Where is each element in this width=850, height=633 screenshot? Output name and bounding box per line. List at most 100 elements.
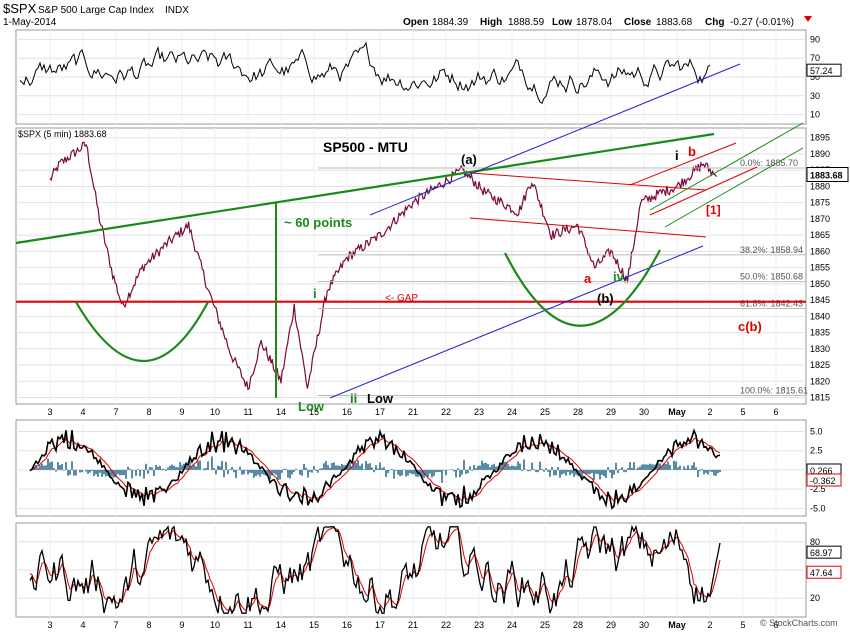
price-tick-label: 1835 bbox=[810, 328, 830, 338]
green-channel-top-line bbox=[649, 122, 804, 211]
x-tick-label: 25 bbox=[540, 620, 550, 630]
stoch-tick-label: 20 bbox=[810, 593, 820, 603]
price-tick-label: 1895 bbox=[810, 133, 830, 143]
x-tick-label: 23 bbox=[474, 620, 484, 630]
x-tick-label: 5 bbox=[740, 620, 745, 630]
fib-level-label: 0.0%: 1885.70 bbox=[740, 158, 798, 168]
fib-level-label: 38.2%: 1858.94 bbox=[740, 245, 803, 255]
x-tick-label: 15 bbox=[309, 407, 319, 417]
fib-level-label: 61.8%: 1842.43 bbox=[740, 298, 803, 308]
annotation-wave-b: (b) bbox=[597, 291, 614, 306]
macd-tick-label: -5.0 bbox=[810, 503, 826, 513]
low-label: Low bbox=[552, 17, 572, 28]
chart-exchange: INDX bbox=[165, 5, 189, 16]
x-tick-label: 24 bbox=[507, 407, 517, 417]
green-channel-bottom-line bbox=[664, 147, 804, 228]
rsi-panel: 10 30 50 70 90 57.24 bbox=[15, 29, 842, 125]
price-tick-label: 1830 bbox=[810, 344, 830, 354]
price-tick-label: 1860 bbox=[810, 246, 830, 256]
annotation-low-black: Low bbox=[367, 391, 394, 406]
price-tick-label: 1875 bbox=[810, 198, 830, 208]
x-tick-label: 24 bbox=[507, 620, 517, 630]
rsi-tick-label: 90 bbox=[810, 34, 820, 44]
x-tick-label: 17 bbox=[375, 407, 385, 417]
open-label: Open bbox=[403, 17, 429, 28]
x-tick-label: 29 bbox=[606, 620, 616, 630]
annotation-wave-i-high: i bbox=[675, 148, 679, 163]
macd-tick-label: 5.0 bbox=[810, 427, 823, 437]
x-tick-label: 10 bbox=[210, 407, 220, 417]
open-value: 1884.39 bbox=[432, 17, 469, 28]
x-tick-label: 30 bbox=[639, 407, 649, 417]
chart-name: S&P 500 Large Cap Index bbox=[38, 5, 154, 16]
fib-level-label: 50.0%: 1850.68 bbox=[740, 272, 803, 282]
x-tick-label: 7 bbox=[113, 620, 118, 630]
rsi-tick-label: 50 bbox=[810, 72, 820, 82]
price-tick-label: 1865 bbox=[810, 230, 830, 240]
price-last-value: 1883.68 bbox=[810, 170, 843, 180]
x-tick-label: 8 bbox=[146, 407, 151, 417]
price-tick-label: 1880 bbox=[810, 181, 830, 191]
x-tick-label: 15 bbox=[309, 620, 319, 630]
price-tick-label: 1840 bbox=[810, 311, 830, 321]
x-tick-label: 10 bbox=[210, 620, 220, 630]
price-tick-label: 1850 bbox=[810, 279, 830, 289]
x-tick-label: 7 bbox=[113, 407, 118, 417]
green-resistance-line bbox=[15, 132, 715, 245]
macd-tick-label: 2.5 bbox=[810, 446, 823, 456]
red-wedge-bottom-line bbox=[649, 166, 758, 216]
x-tick-label: 4 bbox=[80, 620, 85, 630]
chart-date: 1-May-2014 bbox=[3, 17, 57, 28]
x-tick-label: 9 bbox=[179, 407, 184, 417]
rsi-tick-label: 30 bbox=[810, 91, 820, 101]
stoch-value-box bbox=[806, 565, 842, 579]
x-tick-label: 16 bbox=[342, 620, 352, 630]
x-tick-label: 14 bbox=[276, 620, 286, 630]
annotation-wave-1: [1] bbox=[706, 203, 721, 217]
macd-tick-label: -2.5 bbox=[810, 484, 826, 494]
x-tick-label: May bbox=[668, 407, 686, 417]
x-tick-label: 2 bbox=[707, 407, 712, 417]
x-tick-label: 30 bbox=[639, 620, 649, 630]
x-tick-label: 9 bbox=[179, 620, 184, 630]
annotation-wave-a-small: a bbox=[584, 271, 592, 286]
high-value: 1888.59 bbox=[508, 17, 545, 28]
annotation-wave-b-small: b bbox=[688, 144, 696, 159]
blue-channel-top-line bbox=[369, 63, 741, 216]
left-bowl-arc bbox=[75, 301, 209, 362]
chg-label: Chg bbox=[705, 17, 724, 28]
watermark: © StockCharts.com bbox=[760, 618, 838, 628]
macd-value: -0.362 bbox=[810, 476, 836, 486]
red-channel-bottom-line bbox=[469, 217, 707, 238]
close-value: 1883.68 bbox=[656, 17, 693, 28]
annotation-title: SP500 - MTU bbox=[323, 139, 408, 155]
x-tick-label: 22 bbox=[441, 407, 451, 417]
annotation-wave-cb: c(b) bbox=[738, 319, 762, 334]
stoch-value-box bbox=[806, 545, 842, 559]
rsi-value: 57.24 bbox=[810, 66, 833, 76]
high-label: High bbox=[480, 17, 502, 28]
price-panel: 1815 1820 1825 1830 1835 1840 1845 1850 1855 1860… bbox=[15, 63, 849, 417]
red-channel-top-line bbox=[469, 172, 707, 191]
annotation-60-points: ~ 60 points bbox=[284, 215, 352, 230]
x-tick-label: 28 bbox=[573, 407, 583, 417]
chart-symbol: $SPX bbox=[3, 1, 37, 16]
x-tick-label: 16 bbox=[342, 407, 352, 417]
price-tick-label: 1825 bbox=[810, 360, 830, 370]
x-tick-label: 28 bbox=[573, 620, 583, 630]
stoch-value: 68.97 bbox=[810, 548, 833, 558]
x-tick-label: 21 bbox=[408, 620, 418, 630]
x-tick-label: 6 bbox=[773, 620, 778, 630]
macd-panel: -5.0 -2.5 2.5 5.0 0.266-0.362 bbox=[15, 419, 842, 517]
x-tick-label: 21 bbox=[408, 407, 418, 417]
x-tick-label: 5 bbox=[740, 407, 745, 417]
x-tick-label: 14 bbox=[276, 407, 286, 417]
x-tick-label: 4 bbox=[80, 407, 85, 417]
stoch-line bbox=[29, 524, 721, 616]
price-last-value-box bbox=[806, 166, 849, 182]
blue-channel-bottom-line bbox=[329, 245, 704, 399]
price-tick-label: 1820 bbox=[810, 376, 830, 386]
price-tick-label: 1870 bbox=[810, 214, 830, 224]
x-tick-label: 17 bbox=[375, 620, 385, 630]
price-annotations: SP500 - MTU ~ 60 points <- GAP Low Low i… bbox=[284, 139, 762, 414]
